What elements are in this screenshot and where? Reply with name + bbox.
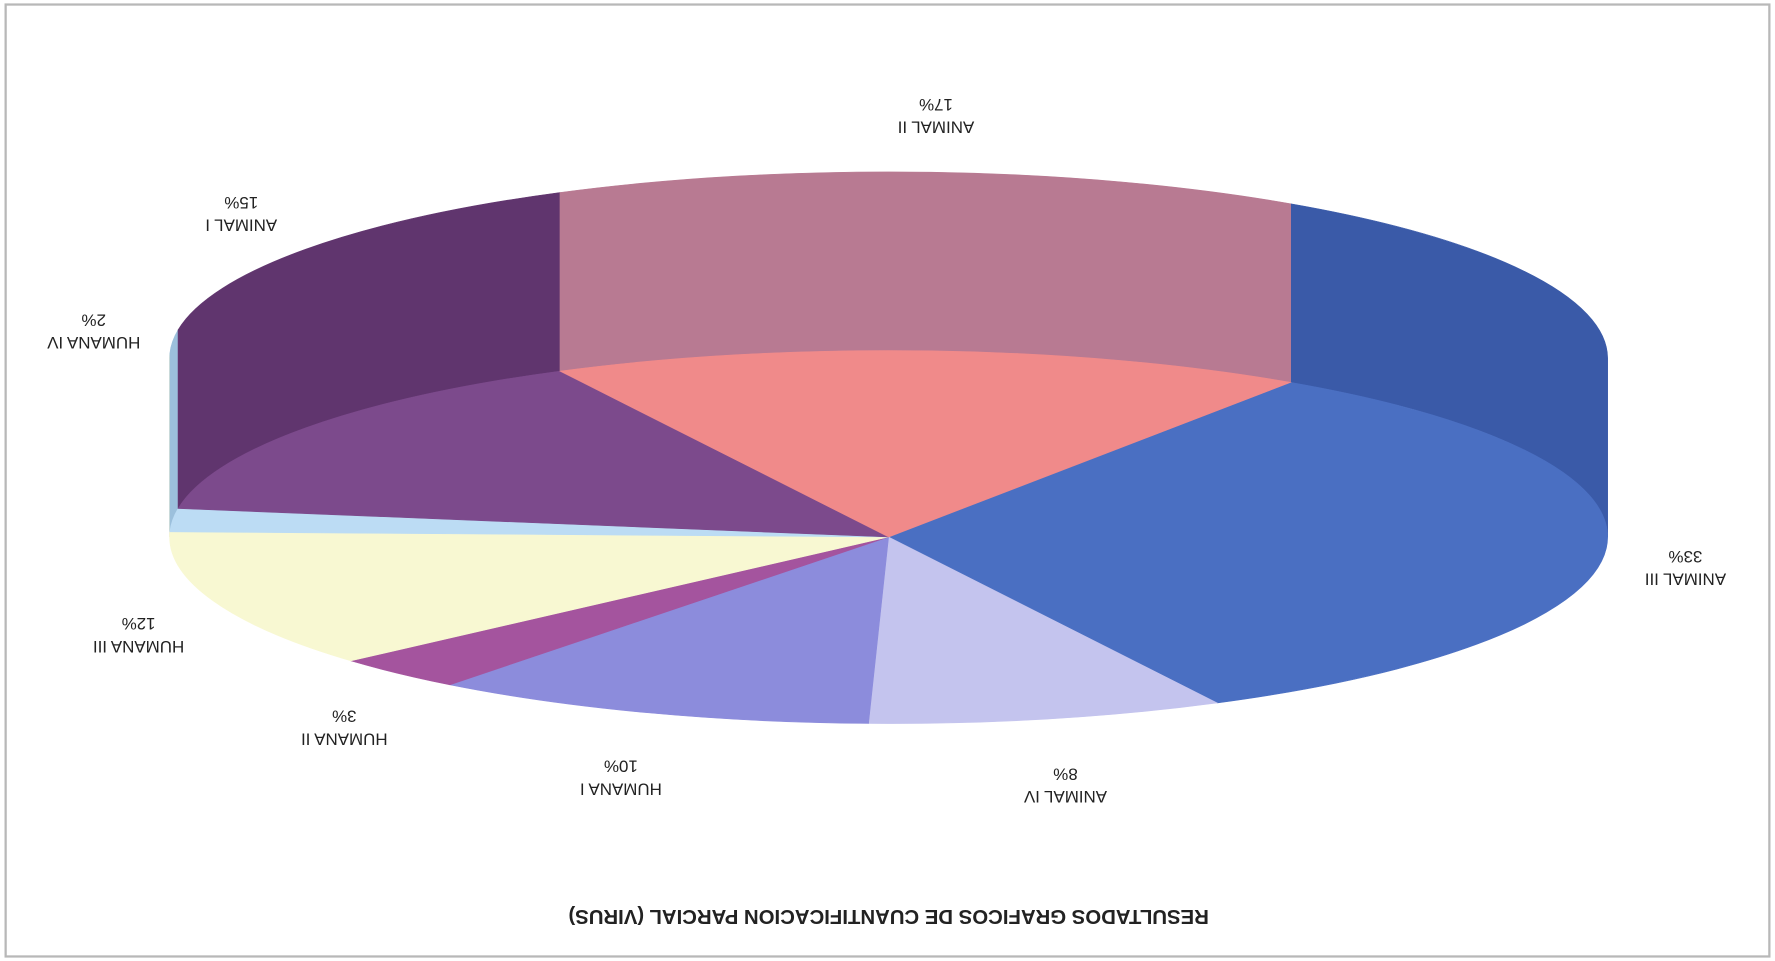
- data-label-name: ANIMAL III: [1645, 570, 1726, 589]
- data-label-name: HUMANA II: [301, 729, 388, 748]
- rotated-chart: RESULTADOS GRAFICOS DE CUANTIFICACION PA…: [46, 95, 1726, 927]
- pie-slice: [177, 370, 889, 538]
- data-label-value: 2%: [81, 310, 105, 329]
- pie-slice: [868, 536, 1219, 724]
- data-label-value: 12%: [122, 614, 156, 633]
- data-label-value: 3%: [332, 707, 356, 726]
- pie-slice: [887, 382, 1608, 704]
- data-label-name: ANIMAL IV: [1023, 787, 1107, 806]
- data-label-value: 8%: [1053, 765, 1077, 784]
- data-label-name: HUMANA III: [93, 637, 184, 656]
- pie-sides: [169, 171, 1608, 538]
- data-label-value: 15%: [224, 193, 258, 212]
- data-label-name: ANIMAL I: [205, 216, 277, 235]
- chart-title: RESULTADOS GRAFICOS DE CUANTIFICACION PA…: [568, 905, 1208, 927]
- data-label-name: HUMANA IV: [46, 333, 140, 352]
- pie-slice: [169, 531, 889, 662]
- data-label-value: 33%: [1668, 547, 1702, 566]
- data-label-name: ANIMAL II: [898, 117, 975, 136]
- data-label-value: 17%: [919, 95, 953, 114]
- pie-slice: [559, 350, 1292, 538]
- pie-slice-side: [169, 328, 179, 532]
- pie-slice: [448, 536, 889, 724]
- pie-tops: [169, 350, 1608, 724]
- data-label-name: HUMANA I: [580, 779, 662, 798]
- data-label-value: 10%: [604, 757, 638, 776]
